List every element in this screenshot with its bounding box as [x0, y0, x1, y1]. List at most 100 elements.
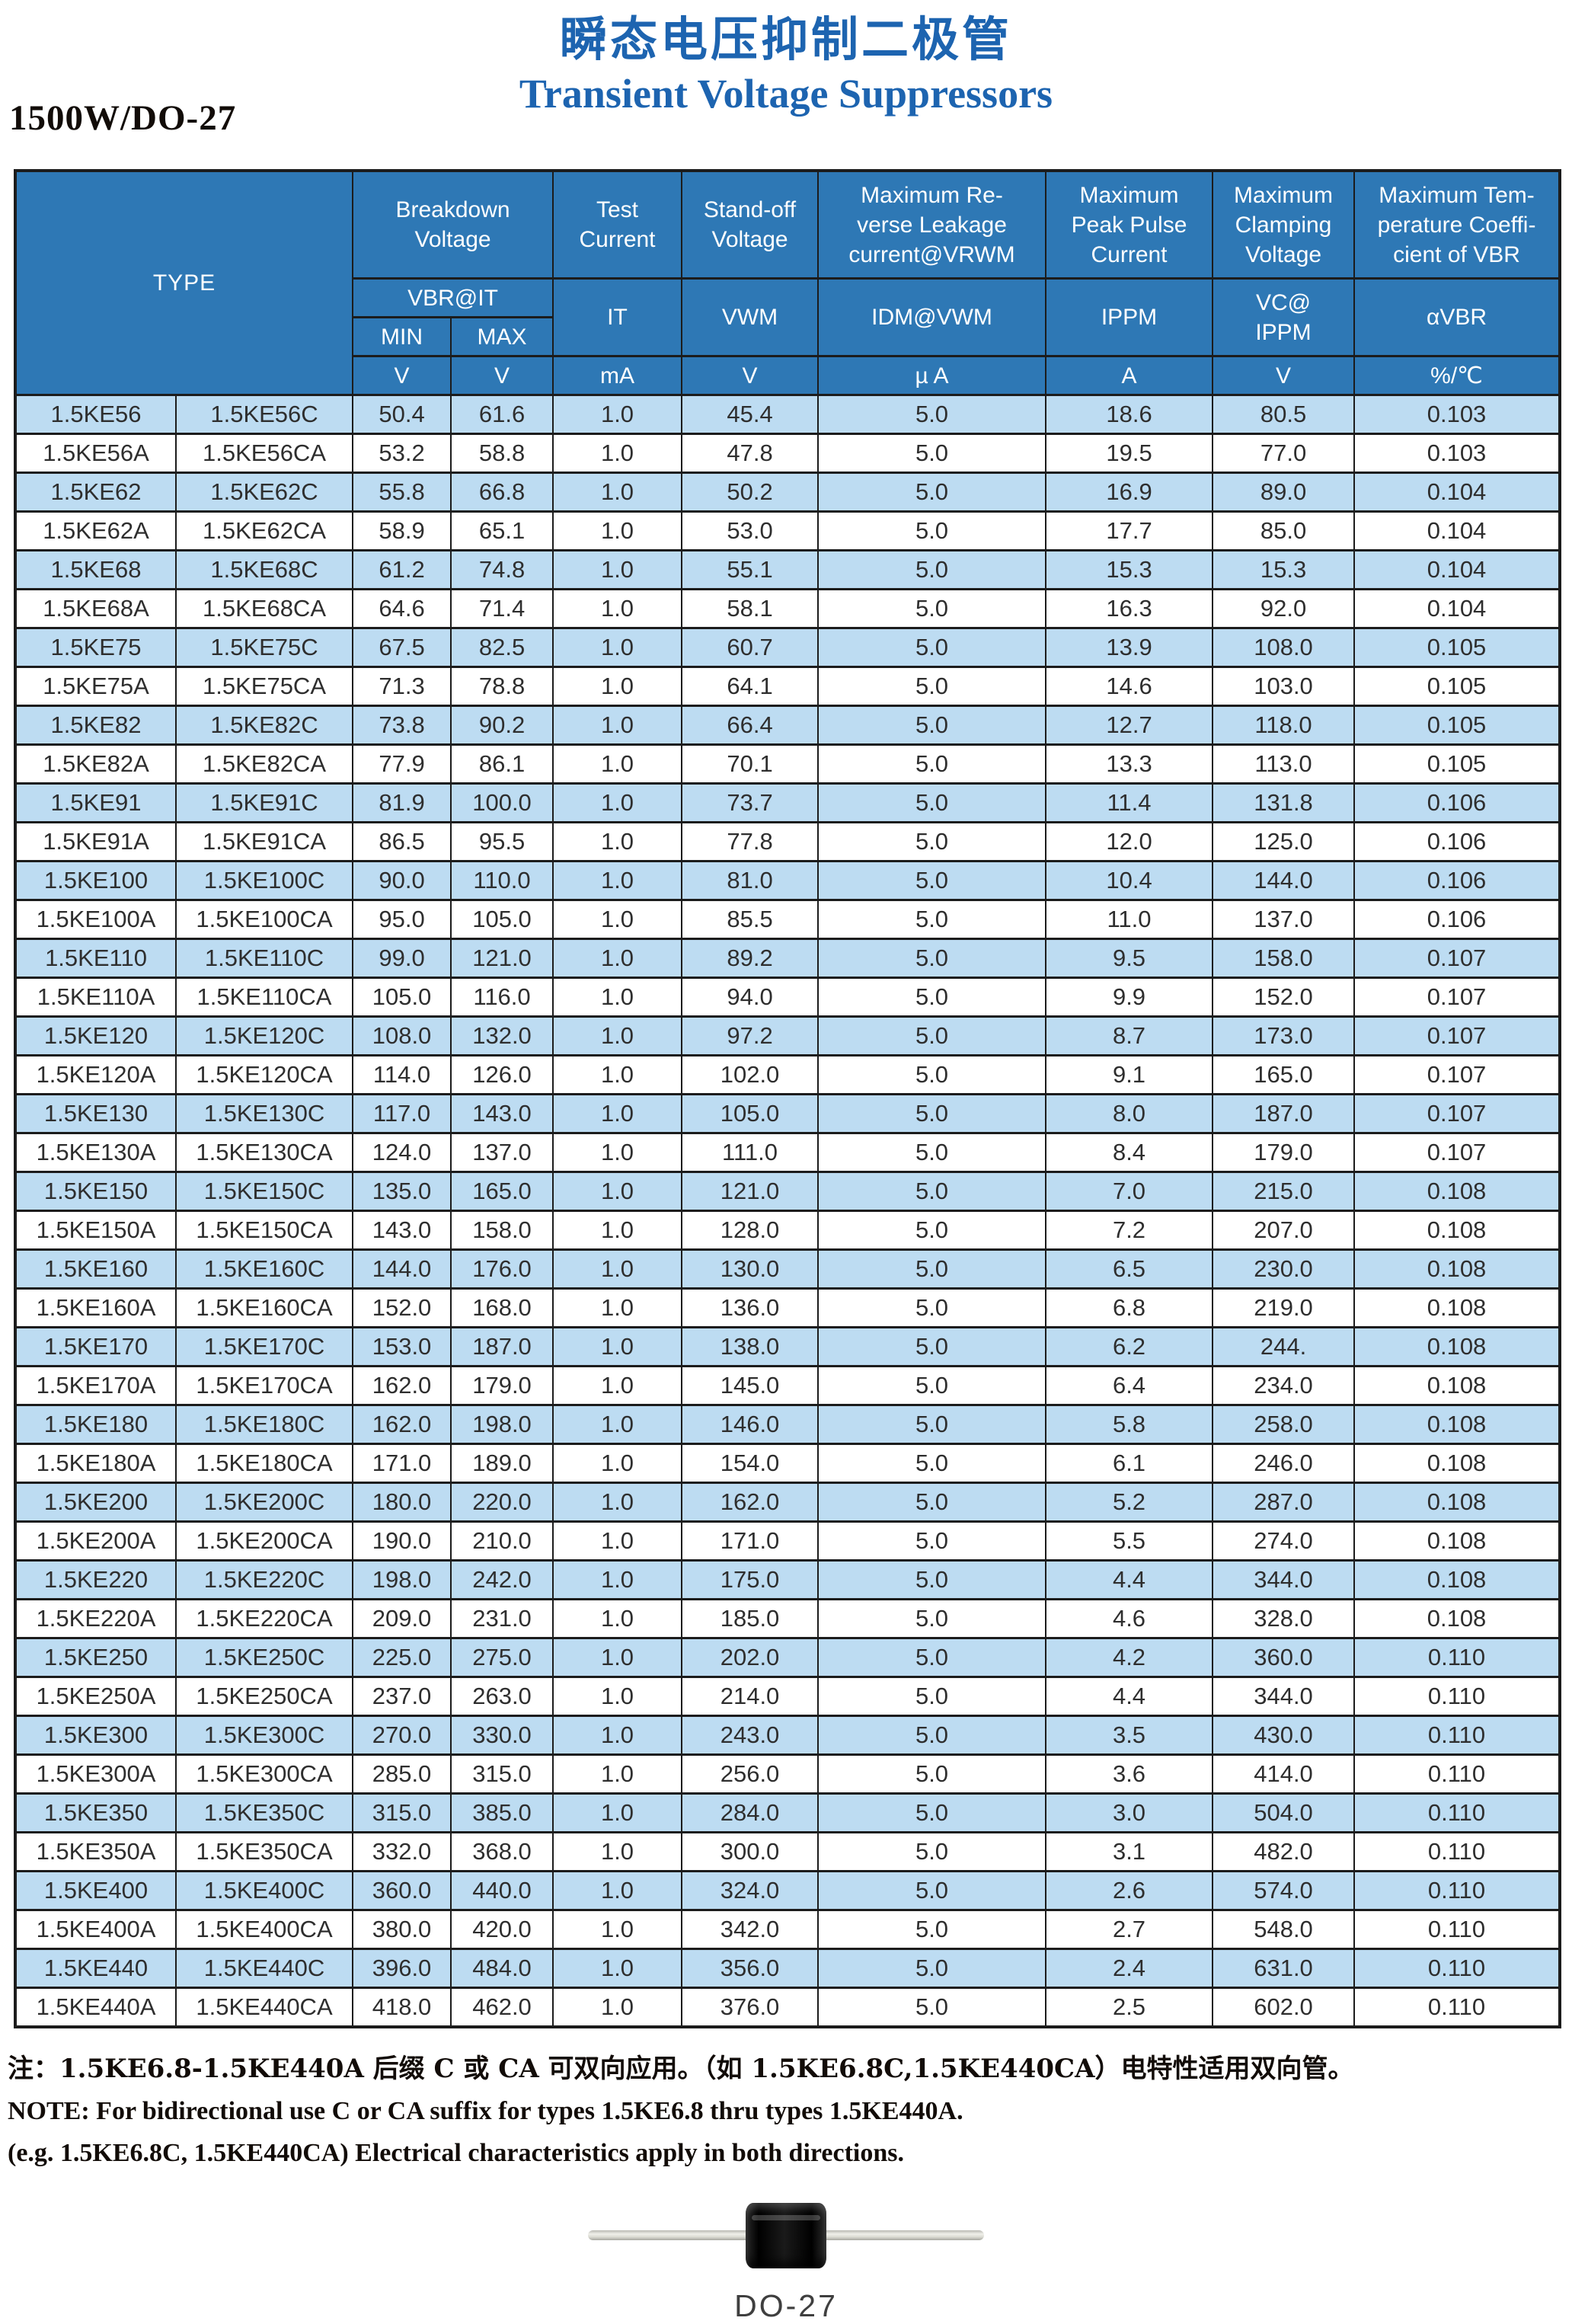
value-cell: 5.0	[817, 1404, 1047, 1445]
value-cell: 1.0	[552, 510, 683, 551]
type-cell: 1.5KE82	[14, 705, 177, 746]
type-cell: 1.5KE170	[14, 1326, 177, 1367]
value-cell: 74.8	[450, 549, 554, 590]
value-cell: 2.4	[1045, 1948, 1214, 1989]
value-cell: 1.0	[552, 1093, 683, 1134]
type-cell: 1.5KE56A	[14, 433, 177, 474]
value-cell: 1.0	[552, 1054, 683, 1095]
value-cell: 324.0	[681, 1870, 820, 1911]
unit-clamping-volts: V	[1212, 355, 1356, 396]
value-cell: 1.0	[552, 1171, 683, 1212]
value-cell: 9.5	[1045, 938, 1214, 979]
value-cell: 108.0	[1212, 627, 1356, 668]
type-cell: 1.5KE180	[14, 1404, 177, 1445]
type-cell: 1.5KE300A	[14, 1753, 177, 1795]
value-cell: 5.0	[817, 666, 1047, 707]
value-cell: 440.0	[450, 1870, 554, 1911]
type-cell: 1.5KE160CA	[174, 1287, 354, 1328]
value-cell: 631.0	[1212, 1948, 1356, 1989]
value-cell: 0.108	[1353, 1365, 1561, 1406]
note-line-chinese: 注：1.5KE6.8-1.5KE440A 后缀 C 或 CA 可双向应用。（如 …	[8, 2054, 1354, 2084]
value-cell: 94.0	[681, 977, 820, 1018]
value-cell: 0.105	[1353, 705, 1561, 746]
value-cell: 65.1	[450, 510, 554, 551]
value-cell: 396.0	[352, 1948, 452, 1989]
value-cell: 173.0	[1212, 1015, 1356, 1057]
type-cell: 1.5KE100A	[14, 899, 177, 940]
value-cell: 146.0	[681, 1404, 820, 1445]
table-row: 1.5KE150 1.5KE150C 135.0 165.0 1.0 121.0 5.0 7.…	[14, 1171, 1561, 1212]
value-cell: 5.0	[817, 1326, 1047, 1367]
value-cell: 77.9	[352, 743, 452, 785]
value-cell: 137.0	[1212, 899, 1356, 940]
value-cell: 244.	[1212, 1326, 1356, 1367]
value-cell: 344.0	[1212, 1559, 1356, 1600]
value-cell: 0.108	[1353, 1443, 1561, 1484]
value-cell: 0.108	[1353, 1248, 1561, 1290]
symbol-vc-ippm: VC@ IPPM	[1212, 277, 1356, 357]
package-label: DO-27	[734, 2288, 838, 2324]
type-cell: 1.5KE250CA	[174, 1676, 354, 1717]
value-cell: 66.8	[450, 472, 554, 513]
type-cell: 1.5KE250C	[174, 1637, 354, 1678]
header-row-minmax: MIN MAX	[15, 316, 1560, 357]
type-cell: 1.5KE62A	[14, 510, 177, 551]
value-cell: 58.8	[450, 433, 554, 474]
value-cell: 0.106	[1353, 782, 1561, 823]
value-cell: 5.0	[817, 1171, 1047, 1212]
value-cell: 220.0	[450, 1482, 554, 1523]
value-cell: 162.0	[352, 1404, 452, 1445]
spec-table: TYPE Breakdown Voltage Test Current Stan…	[14, 169, 1562, 2028]
value-cell: 64.6	[352, 588, 452, 629]
table-row: 1.5KE220A 1.5KE220CA 209.0 231.0 1.0 185.0 5.0…	[14, 1598, 1561, 1639]
value-cell: 165.0	[450, 1171, 554, 1212]
value-cell: 158.0	[450, 1210, 554, 1251]
value-cell: 418.0	[352, 1987, 452, 2028]
value-cell: 1.0	[552, 821, 683, 862]
table-row: 1.5KE160 1.5KE160C 144.0 176.0 1.0 130.0 5.0 6.…	[14, 1248, 1561, 1290]
value-cell: 47.8	[681, 433, 820, 474]
value-cell: 6.2	[1045, 1326, 1214, 1367]
value-cell: 5.0	[817, 1753, 1047, 1795]
table-row: 1.5KE56 1.5KE56C 50.4 61.6 1.0 45.4 5.0 18.6 80.…	[14, 394, 1561, 435]
value-cell: 5.0	[817, 1520, 1047, 1562]
symbol-it: IT	[552, 277, 683, 357]
type-cell: 1.5KE130CA	[174, 1132, 354, 1173]
type-cell: 1.5KE82A	[14, 743, 177, 785]
type-cell: 1.5KE130A	[14, 1132, 177, 1173]
value-cell: 602.0	[1212, 1987, 1356, 2028]
value-cell: 5.0	[817, 1210, 1047, 1251]
value-cell: 82.5	[450, 627, 554, 668]
type-cell: 1.5KE91	[14, 782, 177, 823]
unit-test-current: mA	[552, 355, 683, 396]
type-cell: 1.5KE350CA	[174, 1831, 354, 1872]
value-cell: 5.5	[1045, 1520, 1214, 1562]
value-cell: 179.0	[1212, 1132, 1356, 1173]
value-cell: 5.0	[817, 1870, 1047, 1911]
type-cell: 1.5KE100C	[174, 860, 354, 901]
note-line-english-2: (e.g. 1.5KE6.8C, 1.5KE440CA) Electrical …	[8, 2139, 904, 2168]
diode-body	[746, 2203, 826, 2269]
type-cell: 1.5KE170A	[14, 1365, 177, 1406]
value-cell: 5.0	[817, 549, 1047, 590]
value-cell: 5.0	[817, 1909, 1047, 1950]
type-cell: 1.5KE56C	[174, 394, 354, 435]
col-header-peak-pulse-current: Maximum Peak Pulse Current	[1045, 169, 1214, 280]
value-cell: 3.0	[1045, 1792, 1214, 1833]
table-row: 1.5KE440 1.5KE440C 396.0 484.0 1.0 356.0 5.0 2.…	[14, 1948, 1561, 1989]
type-cell: 1.5KE120C	[174, 1015, 354, 1057]
table-row: 1.5KE300 1.5KE300C 270.0 330.0 1.0 243.0 5.0 3.…	[14, 1715, 1561, 1756]
value-cell: 243.0	[681, 1715, 820, 1756]
value-cell: 368.0	[450, 1831, 554, 1872]
value-cell: 1.0	[552, 1637, 683, 1678]
table-row: 1.5KE200 1.5KE200C 180.0 220.0 1.0 162.0 5.0 5.…	[14, 1482, 1561, 1523]
type-cell: 1.5KE350C	[174, 1792, 354, 1833]
page-title-chinese: 瞬态电压抑制二极管	[559, 11, 1012, 67]
value-cell: 3.6	[1045, 1753, 1214, 1795]
type-cell: 1.5KE68A	[14, 588, 177, 629]
value-cell: 12.7	[1045, 705, 1214, 746]
symbol-ippm: IPPM	[1045, 277, 1214, 357]
value-cell: 153.0	[352, 1326, 452, 1367]
value-cell: 6.8	[1045, 1287, 1214, 1328]
type-cell: 1.5KE400A	[14, 1909, 177, 1950]
